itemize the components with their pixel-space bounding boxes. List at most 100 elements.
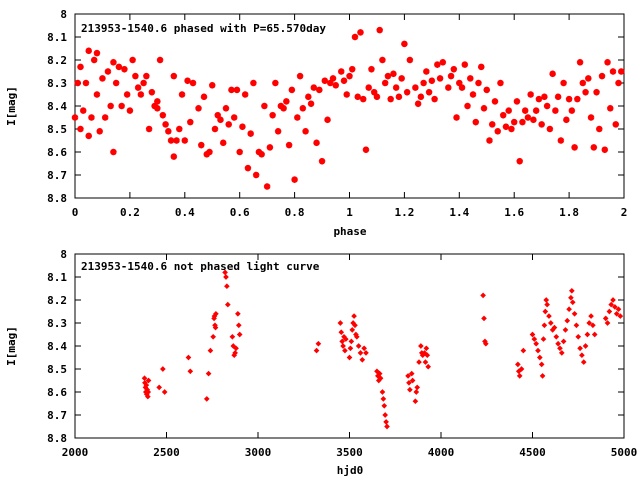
data-point	[535, 95, 543, 103]
data-point	[461, 61, 469, 68]
data-point	[99, 75, 106, 82]
data-point	[549, 70, 557, 78]
y-tick-label: 8.6	[47, 146, 67, 159]
data-point	[207, 347, 214, 354]
data-point	[582, 343, 589, 349]
data-point	[222, 269, 228, 276]
data-point	[423, 345, 430, 352]
y-tick-label: 8.5	[47, 363, 67, 376]
data-point	[79, 107, 87, 114]
data-point	[502, 123, 510, 131]
y-tick-label: 8	[60, 8, 67, 21]
x-tick-label: 1.2	[394, 206, 414, 219]
data-point	[224, 301, 231, 308]
data-point	[342, 347, 348, 354]
data-point	[380, 396, 387, 402]
x-axis-label: phase	[333, 225, 366, 238]
data-point	[450, 65, 458, 73]
y-tick-label: 8.2	[47, 54, 67, 67]
data-point	[351, 33, 359, 41]
data-point	[530, 116, 537, 124]
data-point	[576, 58, 584, 66]
y-tick-label: 8.2	[47, 294, 67, 307]
data-point	[85, 132, 93, 140]
data-point	[373, 93, 381, 101]
data-point	[310, 84, 318, 91]
data-point	[382, 412, 389, 418]
x-tick-label: 4000	[428, 446, 455, 459]
data-point	[541, 93, 548, 101]
data-point	[439, 58, 447, 66]
data-point	[185, 354, 192, 361]
data-point	[571, 310, 578, 317]
data-point	[481, 315, 487, 322]
data-point	[480, 292, 486, 299]
data-point	[195, 104, 202, 112]
data-point	[422, 68, 430, 75]
data-point	[368, 65, 375, 73]
data-point	[211, 125, 219, 133]
data-point	[519, 118, 526, 126]
data-point	[383, 419, 389, 425]
data-point	[422, 359, 429, 365]
data-point	[379, 56, 386, 64]
data-point	[205, 370, 212, 377]
data-point	[518, 366, 525, 372]
data-point	[615, 306, 622, 313]
data-point	[228, 86, 235, 94]
data-point	[453, 114, 460, 121]
y-tick-label: 8.3	[47, 317, 67, 330]
data-point	[250, 79, 257, 87]
data-point	[159, 111, 167, 119]
data-point	[93, 91, 101, 98]
data-point	[160, 366, 166, 372]
data-point	[143, 382, 150, 388]
data-point	[529, 331, 536, 338]
data-point	[269, 111, 277, 119]
data-point	[145, 125, 153, 133]
data-point	[610, 297, 616, 303]
data-point	[569, 299, 576, 306]
data-point	[353, 333, 360, 340]
data-point	[562, 116, 570, 124]
y-tick-label: 8.8	[47, 192, 67, 205]
data-point	[351, 313, 357, 319]
data-point	[483, 86, 491, 94]
data-point	[414, 100, 422, 108]
data-point	[486, 137, 493, 144]
data-point	[210, 333, 216, 340]
data-point	[580, 359, 587, 365]
data-point	[134, 84, 142, 91]
data-point	[405, 373, 411, 379]
y-tick-label: 8.4	[47, 340, 67, 353]
y-tick-label: 8.8	[47, 432, 67, 445]
x-tick-label: 2500	[153, 446, 180, 459]
data-point	[428, 77, 436, 85]
data-point	[361, 345, 367, 352]
data-point	[376, 370, 383, 377]
data-point	[315, 86, 323, 94]
x-tick-label: 1.4	[449, 206, 469, 219]
y-tick-label: 8.1	[47, 31, 67, 44]
data-point	[609, 68, 617, 75]
data-point	[235, 310, 241, 317]
data-point	[612, 121, 620, 128]
data-point	[557, 137, 565, 144]
x-tick-label: 1	[346, 206, 353, 219]
data-point	[232, 350, 238, 356]
data-point	[261, 102, 268, 110]
data-point	[272, 79, 279, 87]
data-point	[598, 72, 606, 80]
data-point	[339, 338, 346, 345]
data-point	[542, 308, 549, 315]
data-point	[324, 116, 331, 124]
data-point	[236, 148, 244, 156]
data-point	[161, 389, 168, 395]
data-point	[562, 327, 569, 333]
data-point	[96, 127, 104, 135]
data-point	[233, 86, 241, 94]
data-point	[424, 352, 431, 359]
data-point	[153, 98, 161, 105]
data-point	[285, 141, 293, 149]
data-point	[230, 343, 237, 349]
